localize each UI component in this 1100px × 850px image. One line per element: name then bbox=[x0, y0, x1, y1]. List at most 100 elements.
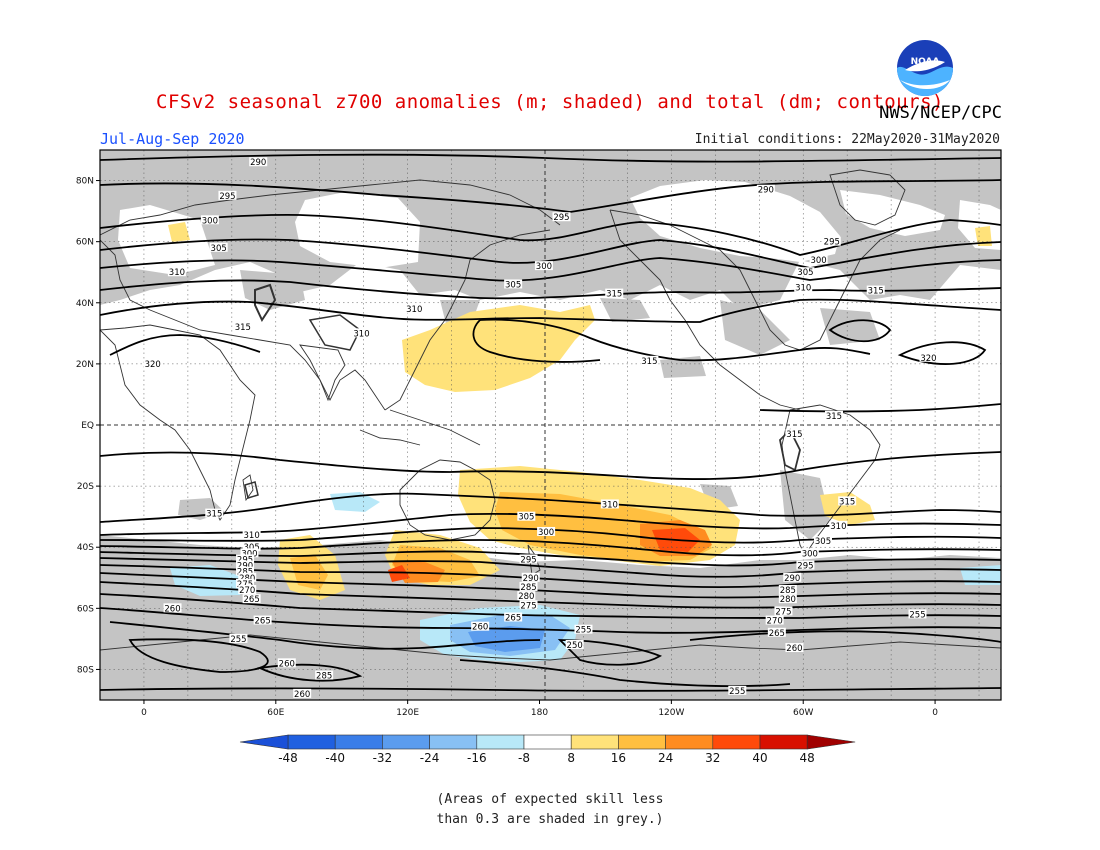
contour-label-bg bbox=[537, 526, 556, 536]
lon-tick-label: 180 bbox=[531, 708, 548, 718]
latitude-axis: 80N 60N 40N 20N EQ 20S 40S 60S 80S bbox=[76, 177, 100, 675]
contour-label: 305 bbox=[518, 513, 534, 523]
contour-label: 255 bbox=[575, 626, 591, 636]
lon-tick-label: 60E bbox=[267, 708, 284, 718]
colorbar-label: 24 bbox=[658, 751, 673, 765]
contour-label-bg bbox=[167, 267, 186, 277]
contour-label-bg bbox=[778, 594, 797, 604]
contour-label-bg bbox=[405, 303, 424, 313]
colorbar-label: 48 bbox=[800, 751, 815, 765]
contour-label: 290 bbox=[237, 562, 253, 572]
contour-label-bg bbox=[767, 627, 786, 637]
contour-label: 295 bbox=[553, 213, 569, 223]
lat-tick-label: 60N bbox=[76, 238, 94, 248]
lat-tick-label: 80N bbox=[76, 177, 94, 187]
contour-label-bg bbox=[822, 236, 841, 246]
contour-label: 295 bbox=[520, 555, 536, 565]
colorbar-label: 16 bbox=[611, 751, 626, 765]
contour-label: 290 bbox=[758, 186, 774, 196]
colorbar-segment bbox=[523, 734, 572, 750]
contour-label: 315 bbox=[606, 290, 622, 300]
contour-label: 270 bbox=[767, 617, 783, 627]
contour-label-bg bbox=[866, 285, 885, 295]
contour-label: 300 bbox=[538, 528, 554, 538]
lat-tick-label: 60S bbox=[77, 604, 94, 614]
contour-label: 275 bbox=[775, 607, 791, 617]
contour-label-bg bbox=[800, 548, 819, 558]
footnote-line-1: (Areas of expected skill less bbox=[436, 792, 664, 807]
contour-label-bg bbox=[824, 410, 843, 420]
contour-label: 255 bbox=[230, 635, 246, 645]
contour-label-bg bbox=[813, 536, 832, 546]
contour-label: 250 bbox=[567, 641, 583, 651]
colorbar-segment bbox=[382, 734, 430, 750]
contour-label-bg bbox=[236, 560, 255, 570]
contour-label-bg bbox=[519, 554, 538, 564]
lat-tick-label: 40N bbox=[76, 299, 94, 309]
contour-label-bg bbox=[565, 640, 584, 649]
noaa-logo-text: NOAA bbox=[911, 57, 940, 67]
contour-label-bg bbox=[519, 600, 538, 610]
colorbar-segment bbox=[476, 734, 525, 750]
contour-label: 315 bbox=[641, 357, 657, 367]
contour-label-bg bbox=[600, 499, 619, 509]
initial-conditions: Initial conditions: 22May2020-31May2020 bbox=[694, 132, 1000, 147]
lat-tick-label: 40S bbox=[77, 543, 94, 553]
contour-labels: 2902953003053103153203103103053002952903… bbox=[143, 157, 938, 700]
lon-tick-label: 0 bbox=[932, 708, 938, 718]
contour-label: 260 bbox=[294, 690, 310, 700]
contour-label: 310 bbox=[353, 329, 369, 339]
contour-label: 320 bbox=[920, 354, 936, 364]
contour-label: 260 bbox=[786, 644, 802, 654]
contour-label-bg bbox=[534, 261, 553, 271]
contour-label: 275 bbox=[237, 580, 253, 590]
contour-label: 290 bbox=[250, 158, 266, 168]
contour-label: 265 bbox=[505, 614, 521, 624]
contour-label: 295 bbox=[797, 562, 813, 572]
contour-label-bg bbox=[293, 688, 312, 698]
colorbar-low-arrow bbox=[239, 734, 289, 750]
lat-tick-label: 80S bbox=[77, 665, 94, 675]
contour-label: 300 bbox=[202, 216, 218, 226]
contour-label-bg bbox=[253, 615, 272, 625]
contour-label: 290 bbox=[784, 574, 800, 584]
contour-label: 310 bbox=[795, 284, 811, 294]
colorbar-segment bbox=[712, 734, 761, 750]
lon-tick-label: 120E bbox=[396, 708, 419, 718]
colorbar-label: 8 bbox=[567, 751, 575, 765]
colorbar-segment bbox=[429, 734, 478, 750]
contour-label: 285 bbox=[316, 672, 332, 682]
anomaly-shading bbox=[100, 150, 1001, 700]
contour-label-bg bbox=[919, 352, 938, 362]
contour-label-bg bbox=[236, 578, 255, 588]
contour-label-bg bbox=[163, 603, 182, 613]
contour-label: 285 bbox=[237, 568, 253, 578]
agency-label: NWS/NCEP/CPC bbox=[879, 103, 1002, 123]
contour-label-bg bbox=[233, 322, 252, 332]
colorbar-label: -24 bbox=[420, 751, 440, 765]
colorbar-label: -8 bbox=[518, 751, 530, 765]
contour-label-bg bbox=[200, 215, 219, 225]
lat-tick-label: 20N bbox=[76, 360, 94, 370]
contour-label: 315 bbox=[826, 412, 842, 422]
contour-label-bg bbox=[794, 282, 813, 292]
contour-label-bg bbox=[728, 685, 747, 695]
contour-label: 295 bbox=[237, 555, 253, 565]
lon-tick-label: 120W bbox=[658, 708, 684, 718]
contour-label: 295 bbox=[824, 238, 840, 248]
season-label: Jul-Aug-Sep 2020 bbox=[100, 130, 245, 148]
colorbar-segment bbox=[665, 734, 714, 750]
contour-label-bg bbox=[240, 548, 259, 558]
contour-label-bg bbox=[838, 496, 857, 506]
contour-label: 260 bbox=[472, 623, 488, 633]
contour-label: 315 bbox=[235, 323, 251, 333]
contour-label-bg bbox=[236, 554, 255, 564]
colorbar-high-arrow bbox=[806, 734, 856, 750]
lon-tick-label: 0 bbox=[141, 708, 147, 718]
contour-label-bg bbox=[517, 591, 536, 601]
contour-label: 305 bbox=[505, 280, 521, 290]
contour-label: 310 bbox=[169, 268, 185, 278]
contour-label: 285 bbox=[780, 586, 796, 596]
contour-label: 310 bbox=[602, 500, 618, 510]
